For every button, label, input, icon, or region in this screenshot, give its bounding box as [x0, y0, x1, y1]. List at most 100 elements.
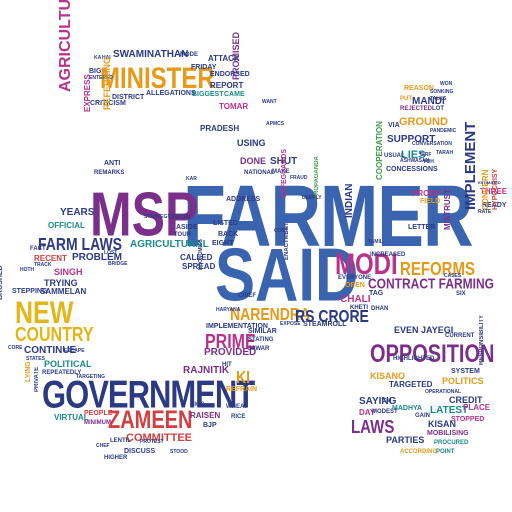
word-ka: KA — [94, 55, 102, 61]
word-rate: RATE — [478, 209, 492, 215]
word-highlighted: HIGHLIGHTED — [393, 356, 435, 362]
word-dhan: DHAN — [371, 306, 389, 312]
word-prime: PRIME — [205, 331, 256, 353]
word-stood: STOOD — [170, 449, 188, 455]
word-people: PEOPLE — [84, 410, 113, 417]
word-country: COUNTRY — [15, 324, 94, 346]
word-apmcs: APMCS — [266, 121, 285, 127]
word-singh: SINGH — [54, 267, 83, 277]
word-attack: ATTACK — [208, 54, 240, 63]
word-want: WANT — [262, 99, 277, 105]
word-came: CAME — [224, 91, 245, 98]
word-national: NATIONAL — [244, 170, 275, 176]
word-tomar: TOMAR — [219, 102, 249, 111]
word-according: ACCORDING — [400, 449, 437, 455]
word-reason: REASON — [404, 85, 434, 92]
word-rajnitik: RAJNITIK — [183, 365, 230, 376]
word-economics: ECONOMICS — [198, 239, 204, 270]
word-discuss: DISCUSS — [124, 448, 156, 455]
word-pradesh: PRADESH — [200, 124, 240, 133]
word-allegations: ALLEGATIONS — [146, 90, 196, 97]
word-back: BACK — [218, 231, 239, 238]
word-lentil: LENTIL — [110, 438, 131, 444]
word-lies: LIES — [401, 149, 426, 161]
word-farmer: FARMER — [183, 167, 474, 265]
word-opposition: OPPOSITION — [370, 340, 495, 369]
word-trying: TRYING — [44, 278, 78, 288]
word-chief: CHIEF — [238, 293, 256, 299]
word-concern: CONCERN — [481, 169, 490, 210]
word-criticism: CRITICISM — [90, 100, 126, 107]
word-mobilising: MOBILISING — [427, 430, 469, 437]
word-hit: HIT — [222, 362, 232, 368]
word-laws: LAWS — [351, 416, 395, 438]
word-done: DONE — [240, 156, 267, 166]
word-express: EXPRESS — [83, 74, 92, 112]
word-won: WON — [440, 81, 453, 87]
word-protest: PROTEST — [140, 439, 164, 445]
word-biggest: BIGGEST — [192, 91, 224, 98]
word-fraud: FRAUD — [290, 175, 308, 181]
word-safeguards: SAFEGUARDS — [281, 148, 288, 198]
word-usual: USUAL — [384, 153, 405, 159]
word-conversation: CONVERSATION — [412, 141, 452, 147]
word-continue: CONTINUE — [24, 345, 77, 356]
word-estimated: ESTIMATED — [478, 180, 501, 185]
word-address: ADDRESS — [226, 196, 261, 203]
word-said: SAID — [215, 233, 359, 317]
word-lying: LYING — [25, 361, 32, 382]
word-chali: CHALI — [340, 294, 371, 305]
word-minister: MINISTER — [100, 61, 215, 96]
word-escape: ESCAPE — [64, 348, 85, 354]
word-gain: GAIN — [415, 413, 430, 419]
word-called: CALLED — [180, 253, 213, 262]
word-voh: VOH — [423, 159, 434, 165]
word-narendra: NARENDRA — [230, 303, 311, 324]
word-modi: MODI — [335, 247, 398, 282]
word-point: POINT — [436, 449, 455, 455]
word-cases: CASES — [444, 273, 462, 279]
word-expose: EXPOSE — [280, 321, 301, 327]
word-rice: RICE — [231, 414, 246, 420]
word-endorsed: ENDORSED — [210, 71, 250, 78]
word-swaminathan: SWAMINATHAN — [113, 49, 189, 60]
word-make: MAKE — [272, 169, 290, 175]
word-entered: ENTERED — [89, 75, 113, 81]
word-tamil: TAMIL — [368, 239, 383, 245]
word-bigs: BIGS — [190, 402, 205, 408]
word-kar: KAR — [186, 176, 197, 182]
word-ready: READY — [482, 202, 507, 209]
word-credit: CREDIT — [449, 395, 483, 405]
word-enactment: ENACTMENT — [284, 222, 290, 260]
word-states: STATES — [26, 356, 45, 362]
word-rs-crore: RS CRORE — [295, 305, 369, 326]
word-day: DAY — [359, 408, 376, 417]
word-bridge: BRIDGE — [108, 261, 128, 267]
word-refrain: REFRAIN — [226, 386, 258, 393]
word-kisan: KISAN — [428, 419, 457, 429]
word-political: POLITICAL — [44, 359, 92, 369]
word-haryana: HARYANA — [216, 307, 241, 313]
word-brushed: BRUSHED — [0, 265, 4, 300]
word-hoth: HOTH — [20, 267, 35, 273]
word-sonking: SONKING — [430, 89, 454, 95]
word-talks: TALKS — [430, 96, 447, 102]
word-sirf: SIRF — [420, 152, 432, 158]
word-hypocrisy: HYPOCRISY — [492, 168, 499, 210]
word-cooperation: COOPERATION — [375, 121, 384, 180]
word-provided: PROVIDED — [204, 347, 257, 358]
word-letter: LETTER — [408, 224, 436, 231]
word-six: SIX — [456, 291, 466, 297]
word-problem: PROBLEM — [72, 252, 122, 263]
word-place: PLACE — [463, 403, 491, 412]
word-hai: HAI — [102, 55, 111, 61]
word-big: BIG — [89, 68, 102, 75]
word-anti: ANTI — [104, 160, 121, 167]
word-jawar: JAWAR — [248, 346, 270, 352]
word-virtual: VIRTUAL — [54, 413, 89, 422]
word-report: REPORT — [210, 81, 244, 90]
word-procured: PROCURED — [434, 440, 469, 446]
word-three: THREE — [480, 187, 508, 196]
word-recent: RECENT — [34, 254, 67, 263]
word-deeply: DEEPLY — [302, 195, 322, 201]
